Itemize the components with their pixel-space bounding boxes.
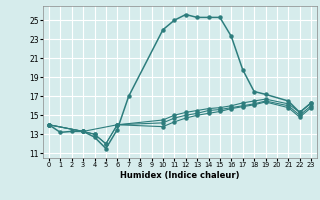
X-axis label: Humidex (Indice chaleur): Humidex (Indice chaleur) <box>120 171 240 180</box>
